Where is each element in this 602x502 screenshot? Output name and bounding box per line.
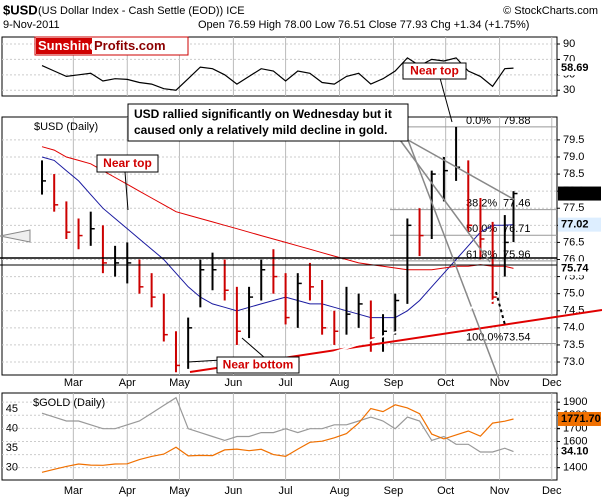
annotation-box [216, 356, 300, 374]
y-tick-label: 1400 [563, 462, 587, 474]
pointer [439, 77, 453, 123]
annotation: Near top [410, 64, 459, 78]
fib-label: 100.0% [466, 331, 504, 343]
annotation-layer: $USD (US Dollar Index - Cash Settle (EOD… [0, 2, 602, 383]
fib-value: 77.46 [503, 198, 531, 210]
pointer [407, 139, 501, 383]
annotation-box [402, 62, 467, 80]
logo-right: Profits.com [94, 38, 166, 53]
last-value-label: 77.93 [561, 187, 589, 199]
pointer [241, 337, 266, 359]
y-tick-label: 78.5 [563, 168, 584, 180]
last-value-label: 75.74 [561, 262, 589, 274]
x-tick-label: May [169, 485, 190, 497]
y-tick-label: 79.0 [563, 151, 584, 163]
fib-label: 0.0% [466, 115, 491, 127]
y-tick-label: 73.0 [563, 356, 584, 368]
logo-fill [36, 38, 92, 54]
date: 9-Nov-2011 [3, 19, 60, 31]
last-value-label: 34.10 [561, 446, 589, 458]
x-tick-label: Nov [490, 485, 510, 497]
annotation: Near top [103, 156, 152, 170]
last-value-box [558, 217, 601, 232]
y-tick-label: 73.5 [563, 339, 584, 351]
x-tick-label: Sep [384, 485, 404, 497]
x-tick-label: Jul [279, 485, 293, 497]
y-tick-label: 35 [6, 442, 18, 454]
last-value-label: 1771.70 [561, 413, 601, 425]
x-tick-label: Apr [119, 377, 136, 389]
description: (US Dollar Index - Cash Settle (EOD)) IC… [38, 5, 245, 17]
last-value-box [558, 444, 601, 459]
fib-label: 38.2% [466, 198, 497, 210]
last-value-label: 58.69 [561, 62, 589, 74]
pointer [297, 299, 496, 365]
logo-left: Sunshine [38, 38, 97, 53]
pointer [407, 139, 516, 201]
x-tick-label: Apr [119, 485, 136, 497]
x-tick-label: Jun [225, 377, 243, 389]
last-value-box [558, 186, 601, 201]
x-tick-label: Oct [437, 485, 454, 497]
x-tick-label: Jun [225, 485, 243, 497]
y-tick-label: 77.5 [563, 202, 584, 214]
y-tick-label: 79.5 [563, 134, 584, 146]
last-value-box [558, 261, 601, 276]
pointer [399, 139, 491, 263]
y-tick-label: 1600 [563, 435, 587, 447]
x-tick-label: Mar [64, 377, 83, 389]
panel-title: $GOLD (Daily) [33, 397, 105, 409]
fib-value: 79.88 [503, 115, 531, 127]
x-tick-label: Oct [437, 377, 454, 389]
y-tick-label: 45 [6, 403, 18, 415]
y-tick-label: 74.0 [563, 322, 584, 334]
x-tick-label: Mar [64, 485, 83, 497]
y-tick-label: 30 [563, 84, 575, 96]
panel-title: $USD (Daily) [34, 121, 98, 133]
line [41, 396, 514, 453]
fib-value: 75.96 [503, 249, 531, 261]
last-value-box [558, 61, 601, 76]
copyright: © StockCharts.com [503, 5, 598, 17]
fib-value: 76.71 [503, 223, 531, 235]
line [41, 146, 514, 271]
y-tick-label: 1900 [563, 396, 587, 408]
line [41, 57, 514, 91]
x-tick-label: Nov [490, 377, 510, 389]
x-tick-label: Dec [542, 485, 562, 497]
annotation: Near bottom [223, 358, 294, 372]
fib-value: 73.54 [503, 331, 531, 343]
x-tick-label: Sep [384, 377, 404, 389]
y-tick-label: 90 [563, 38, 575, 50]
plot-layer: 3050709058.69MarAprMayJunJulAugSepOctNov… [1, 36, 601, 497]
y-tick-label: 76.5 [563, 236, 584, 248]
x-tick-label: Aug [330, 377, 350, 389]
callout: caused only a relatively mild decline in… [134, 123, 387, 137]
line [41, 156, 514, 319]
line [41, 404, 514, 473]
y-tick-label: 70 [563, 53, 575, 65]
last-value-box [558, 411, 601, 426]
annotation-box [96, 154, 159, 173]
fib-label: 50.0% [466, 223, 497, 235]
x-tick-label: Jul [279, 377, 293, 389]
last-value-label: 77.02 [561, 219, 589, 231]
x-tick-label: May [169, 377, 190, 389]
callout: USD rallied significantly on Wednesday b… [134, 107, 392, 121]
left-arrow [0, 229, 31, 243]
panel [1, 116, 558, 376]
y-tick-label: 75.0 [563, 288, 584, 300]
symbol: $USD [3, 2, 38, 17]
callout-box [127, 103, 409, 142]
quote: Open 76.59 High 78.00 Low 76.51 Close 77… [198, 19, 529, 31]
x-tick-label: Dec [542, 377, 562, 389]
x-tick-label: Aug [330, 485, 350, 497]
pointer [124, 171, 129, 211]
